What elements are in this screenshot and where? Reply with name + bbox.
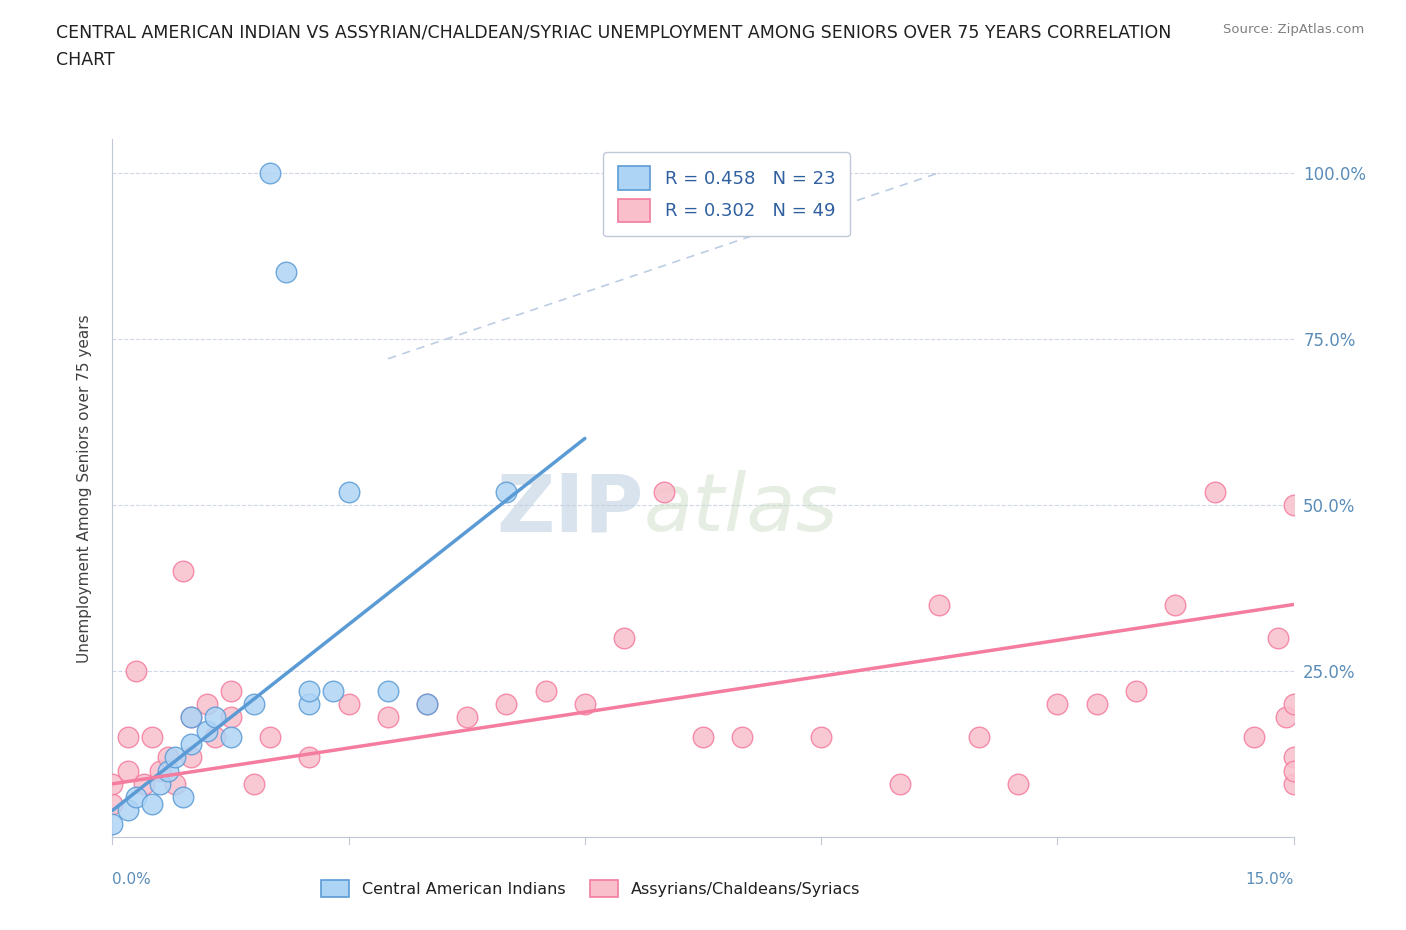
Text: ZIP: ZIP [496, 471, 644, 548]
Point [165, 777, 187, 791]
Point [967, 730, 990, 745]
Legend: Central American Indians, Assyrians/Chaldeans/Syriacs: Central American Indians, Assyrians/Chal… [314, 873, 868, 903]
Point [219, 684, 242, 698]
Point [132, 777, 155, 791]
Point [1085, 697, 1108, 711]
Point [156, 750, 179, 764]
Point [125, 663, 148, 678]
Point [156, 764, 179, 778]
Point [259, 166, 281, 180]
Point [180, 737, 202, 751]
Point [1007, 777, 1029, 791]
Text: 0.0%: 0.0% [112, 872, 152, 887]
Point [204, 710, 226, 724]
Point [101, 777, 124, 791]
Point [1204, 485, 1226, 499]
Point [180, 750, 202, 764]
Point [377, 684, 399, 698]
Text: CENTRAL AMERICAN INDIAN VS ASSYRIAN/CHALDEAN/SYRIAC UNEMPLOYMENT AMONG SENIORS O: CENTRAL AMERICAN INDIAN VS ASSYRIAN/CHAL… [56, 23, 1171, 41]
Point [172, 564, 194, 578]
Point [495, 697, 517, 711]
Point [1164, 597, 1187, 612]
Point [165, 750, 187, 764]
Point [377, 710, 399, 724]
Point [456, 710, 478, 724]
Point [243, 777, 266, 791]
Point [416, 697, 439, 711]
Point [180, 710, 202, 724]
Point [322, 684, 344, 698]
Point [298, 684, 321, 698]
Point [1046, 697, 1069, 711]
Point [889, 777, 911, 791]
Point [219, 710, 242, 724]
Point [534, 684, 557, 698]
Point [337, 485, 360, 499]
Point [149, 764, 172, 778]
Text: Source: ZipAtlas.com: Source: ZipAtlas.com [1223, 23, 1364, 36]
Point [149, 777, 172, 791]
Point [101, 817, 124, 831]
Point [574, 697, 596, 711]
Point [1267, 631, 1289, 645]
Point [141, 796, 163, 811]
Point [1282, 697, 1305, 711]
Point [928, 597, 950, 612]
Point [274, 265, 297, 280]
Point [1282, 750, 1305, 764]
Point [416, 697, 439, 711]
Point [1243, 730, 1265, 745]
Legend: R = 0.458   N = 23, R = 0.302   N = 49: R = 0.458 N = 23, R = 0.302 N = 49 [603, 152, 849, 236]
Point [180, 710, 202, 724]
Point [1282, 498, 1305, 512]
Point [810, 730, 832, 745]
Point [101, 796, 124, 811]
Point [195, 697, 218, 711]
Point [243, 697, 266, 711]
Point [259, 730, 281, 745]
Point [692, 730, 714, 745]
Point [141, 730, 163, 745]
Point [1274, 710, 1296, 724]
Point [298, 697, 321, 711]
Point [204, 730, 226, 745]
Text: CHART: CHART [56, 51, 115, 69]
Point [652, 485, 675, 499]
Point [117, 730, 139, 745]
Point [117, 764, 139, 778]
Point [219, 730, 242, 745]
Point [1282, 764, 1305, 778]
Point [195, 724, 218, 738]
Point [731, 730, 754, 745]
Point [117, 803, 139, 817]
Point [298, 750, 321, 764]
Point [613, 631, 636, 645]
Text: 15.0%: 15.0% [1246, 872, 1294, 887]
Text: atlas: atlas [644, 471, 839, 548]
Point [125, 790, 148, 804]
Point [1282, 777, 1305, 791]
Point [337, 697, 360, 711]
Point [495, 485, 517, 499]
Point [1125, 684, 1147, 698]
Y-axis label: Unemployment Among Seniors over 75 years: Unemployment Among Seniors over 75 years [77, 314, 91, 662]
Point [172, 790, 194, 804]
